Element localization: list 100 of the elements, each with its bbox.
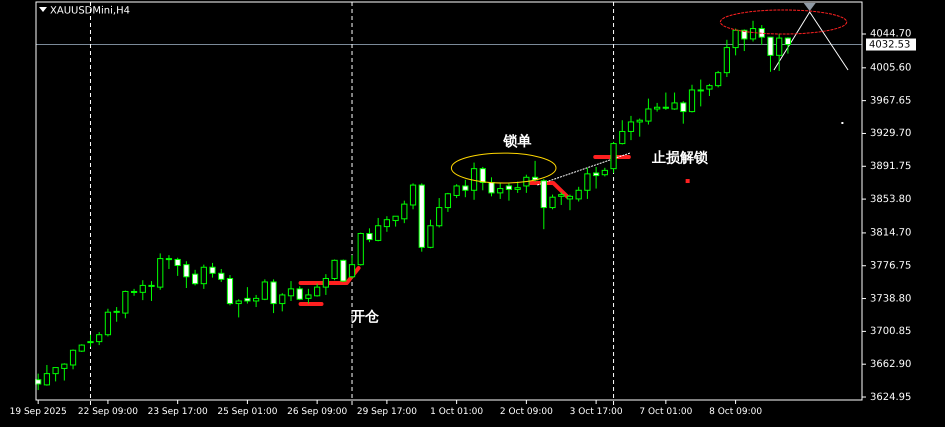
candlestick — [104, 308, 112, 337]
candlestick — [218, 268, 224, 282]
candlestick — [549, 194, 556, 210]
candlestick — [645, 98, 652, 126]
candlestick — [662, 92, 669, 110]
candlestick — [454, 184, 460, 199]
candlestick — [322, 274, 329, 296]
x-tick-label: 2 Oct 09:00 — [500, 407, 554, 417]
x-tick-label: 23 Sep 17:00 — [148, 407, 208, 417]
candlestick — [514, 181, 521, 194]
candlestick — [253, 294, 260, 308]
candlestick — [96, 332, 102, 346]
candlestick — [61, 362, 68, 382]
candlestick — [767, 36, 774, 72]
x-tick-label: 22 Sep 09:00 — [78, 407, 138, 417]
candlestick — [436, 198, 442, 228]
candlestick — [174, 257, 181, 276]
candlestick — [784, 36, 792, 54]
candlestick — [140, 280, 146, 301]
candlestick — [209, 262, 216, 278]
candlestick — [401, 200, 408, 224]
candlestick — [706, 83, 713, 97]
annotation: 锁单 — [502, 134, 532, 150]
candlestick — [506, 182, 512, 202]
candlestick — [410, 182, 416, 210]
candlestick — [314, 283, 320, 298]
candlestick — [340, 258, 346, 282]
candlestick — [576, 186, 582, 202]
x-tick-label: 7 Oct 01:00 — [639, 407, 693, 417]
y-tick-label: 3929.70 — [870, 128, 912, 140]
ref-line-label: 4032.53 — [869, 39, 910, 50]
y-tick-label: 3814.70 — [870, 228, 912, 239]
candlestick — [636, 118, 643, 138]
candlestick — [288, 280, 294, 302]
candlestick — [480, 166, 486, 191]
candlestick — [279, 292, 286, 312]
candlestick — [715, 70, 722, 88]
candlestick — [262, 278, 268, 301]
candlestick — [148, 280, 155, 302]
y-tick-label: 3967.65 — [870, 95, 912, 106]
y-tick-label: 3853.80 — [870, 194, 912, 205]
candlestick — [497, 182, 504, 200]
y-tick-label: 4044.70 — [870, 28, 912, 40]
x-tick-label: 19 Sep 2025 — [10, 407, 67, 417]
candlestick — [732, 28, 739, 56]
candlestick — [375, 217, 382, 242]
candlestick — [192, 269, 198, 286]
y-tick-label: 3738.80 — [870, 293, 912, 304]
candlestick — [592, 166, 600, 190]
candlestick — [244, 286, 251, 304]
candlestick — [366, 228, 373, 243]
x-tick-label: 25 Sep 01:00 — [217, 407, 278, 417]
y-tick-label: 3776.75 — [870, 260, 912, 272]
chart-title: XAUUSDMini,H4 — [50, 6, 130, 17]
candlestick — [776, 33, 782, 72]
candlestick — [122, 290, 128, 319]
y-tick-label: 3624.95 — [870, 392, 912, 403]
y-tick-label: 4005.60 — [870, 62, 912, 74]
candlestick — [52, 367, 59, 382]
candlestick — [305, 288, 312, 304]
annotation: 开仓 — [350, 309, 380, 326]
candlestick — [488, 176, 495, 197]
x-tick-label: 29 Sep 17:00 — [356, 407, 418, 417]
candlestick — [470, 162, 478, 200]
candlestick — [183, 260, 190, 289]
candlestick — [680, 100, 686, 124]
candlestick — [462, 179, 468, 198]
x-tick-label: 1 Oct 01:00 — [430, 407, 484, 417]
y-tick-label: 3662.90 — [870, 358, 912, 370]
candlestick — [584, 167, 591, 200]
x-tick-label: 26 Sep 09:00 — [287, 407, 348, 417]
candlestick — [270, 278, 277, 314]
y-tick-label: 3891.75 — [870, 161, 912, 172]
candlestick — [741, 28, 748, 52]
candlestick — [236, 298, 242, 318]
candlestick — [628, 115, 634, 141]
y-tick-label: 3700.85 — [870, 326, 912, 338]
candlestick — [698, 79, 704, 107]
candlestick — [427, 219, 434, 249]
x-tick-label: 8 Oct 09:00 — [709, 407, 762, 417]
candlestick — [87, 334, 94, 348]
candlestick — [166, 254, 172, 270]
candlestick — [758, 24, 765, 46]
annotation: 止损解锁 — [650, 150, 708, 166]
candlestick — [348, 254, 356, 279]
candlestick — [392, 216, 399, 228]
candlestick — [200, 264, 207, 290]
candlestick — [331, 258, 338, 281]
candlestick — [671, 92, 678, 110]
candlestick — [558, 192, 564, 206]
candlestick — [444, 192, 452, 212]
candlestick — [384, 216, 390, 232]
candlestick — [566, 194, 574, 211]
candlestick — [296, 286, 303, 301]
candlestick — [114, 306, 120, 322]
candlestick — [688, 84, 696, 113]
candlestick — [44, 364, 50, 386]
candlestick — [619, 120, 626, 145]
x-tick-label: 3 Oct 17:00 — [570, 407, 623, 417]
candlestick — [70, 348, 76, 370]
